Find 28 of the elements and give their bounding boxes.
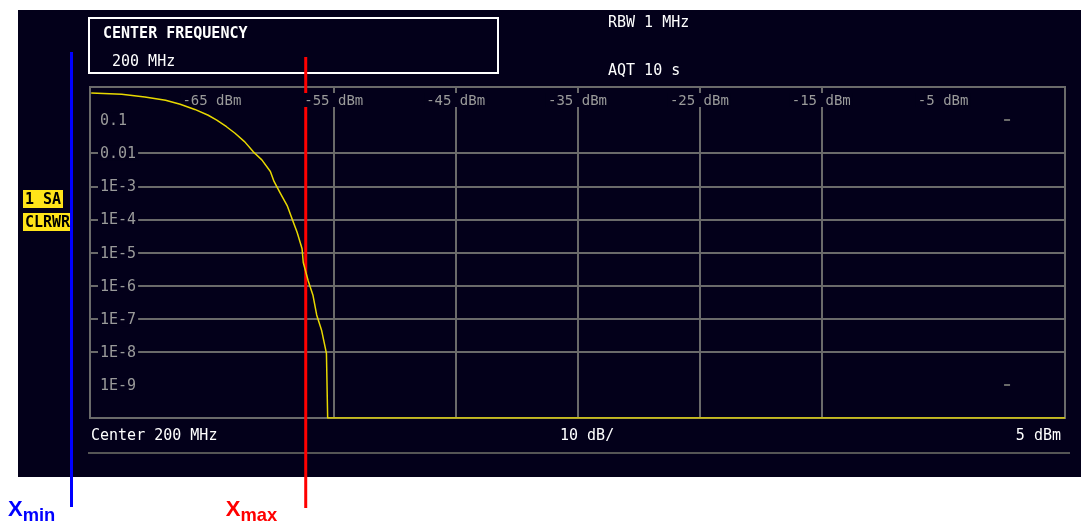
- text: 10 dB/: [560, 426, 615, 444]
- text: Center 200 MHz: [91, 426, 218, 444]
- y-tick-label: 1E-5: [100, 243, 137, 262]
- y-tick-label: 0.01: [100, 144, 137, 163]
- y-tick-label: 1E-9: [100, 375, 137, 394]
- x-tick-label: -65 dBm: [182, 92, 242, 108]
- x-tick-label: -45 dBm: [426, 92, 486, 108]
- x-tick-label: -15 dBm: [791, 92, 851, 108]
- y-tick-label: 1E-3: [100, 177, 137, 196]
- x-tick-label: -55 dBm: [304, 92, 364, 108]
- y-tick-label: 1E-7: [100, 309, 137, 328]
- x-tick-label: -5 dBm: [917, 92, 969, 108]
- text: X$_{min}$: [8, 496, 56, 522]
- y-tick-label: 1E-6: [100, 276, 137, 295]
- x-tick-label: -35 dBm: [547, 92, 608, 108]
- y-tick-label: 1E-4: [100, 210, 137, 229]
- text: RBW 1 MHz: [608, 13, 690, 31]
- ref-line-label: X$_{max}$: [225, 496, 278, 522]
- text: CLRWR: [23, 213, 73, 231]
- line-series: [90, 92, 1066, 419]
- text: 200 MHz: [112, 52, 176, 70]
- text: 5 dBm: [1015, 426, 1061, 444]
- x-tick-label: -25 dBm: [669, 92, 729, 108]
- y-tick-label: 1E-8: [100, 342, 137, 361]
- text: AQT 10 s: [608, 61, 681, 79]
- y-tick-label: 0.1: [100, 111, 128, 130]
- text: CENTER FREQUENCY: [103, 24, 248, 42]
- text: 1 SA: [23, 190, 64, 208]
